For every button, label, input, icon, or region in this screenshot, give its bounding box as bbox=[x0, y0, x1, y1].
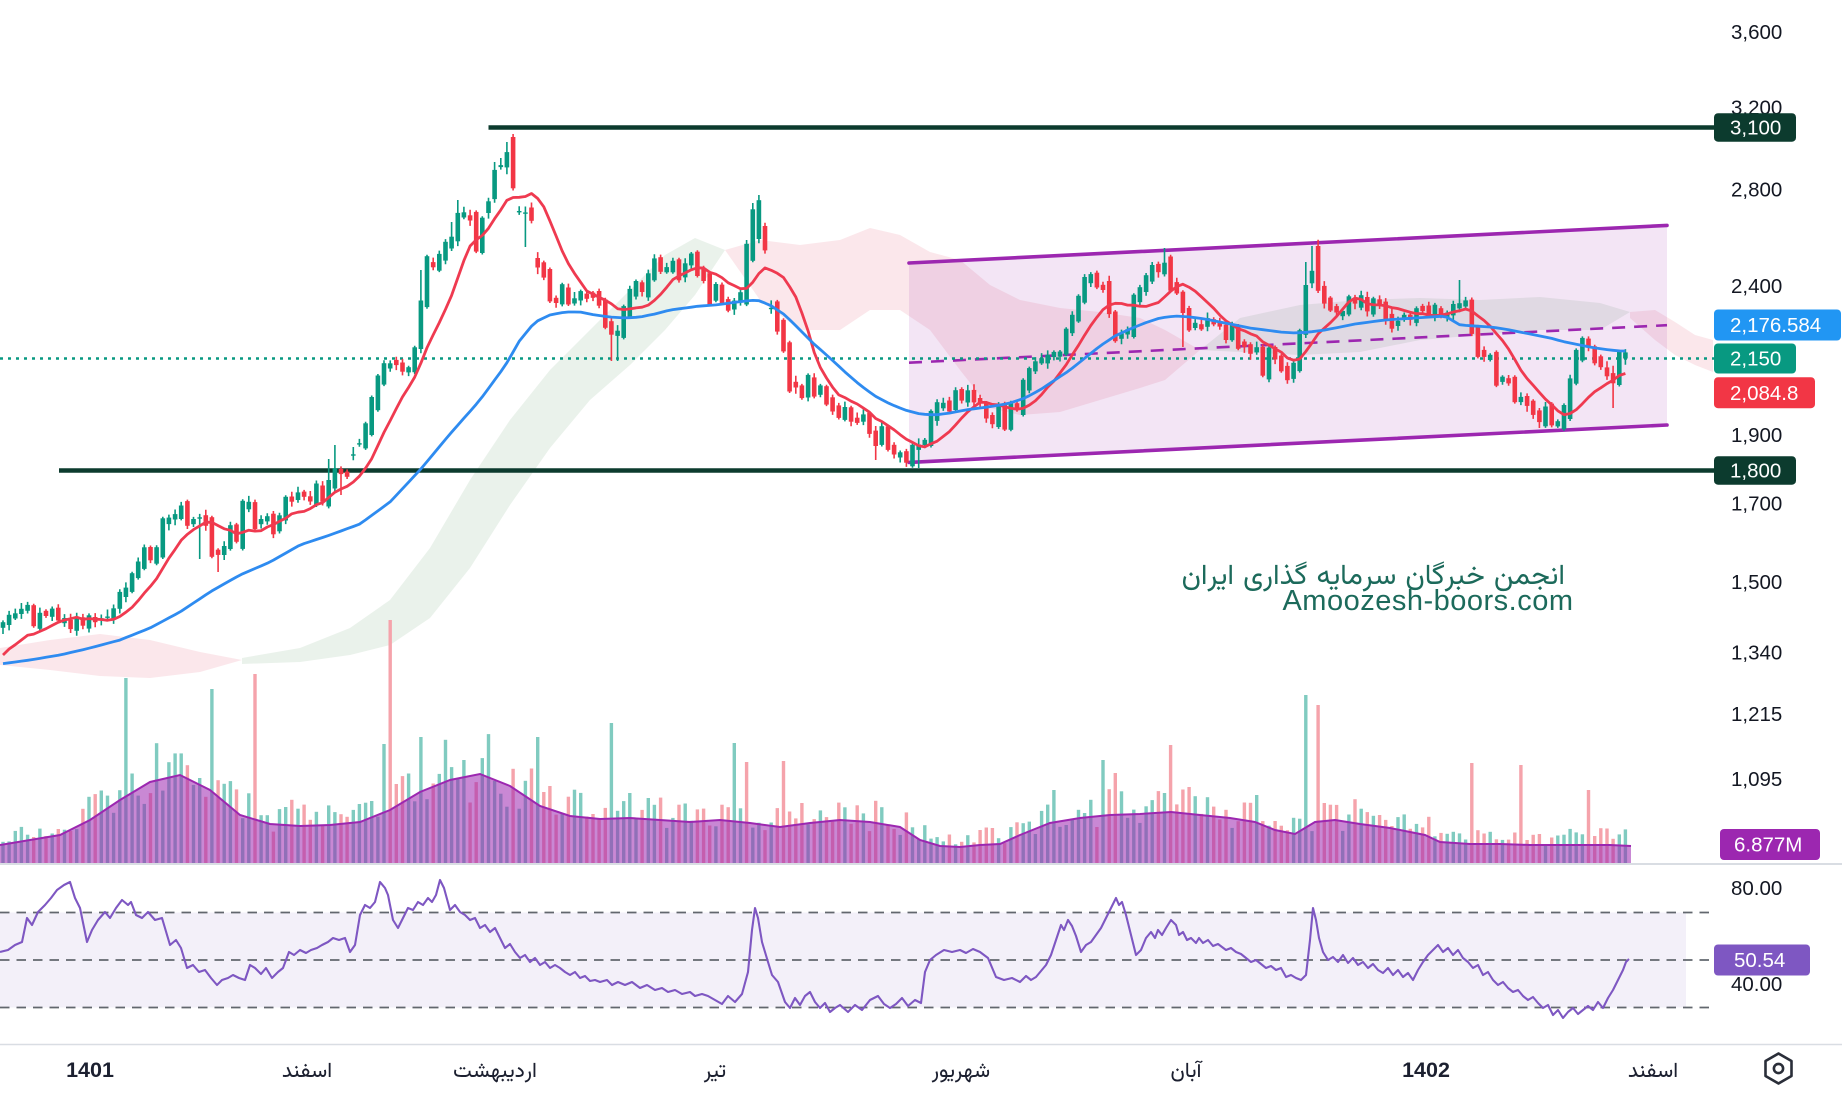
svg-text:1,215: 1,215 bbox=[1731, 703, 1782, 726]
svg-text:6.877M: 6.877M bbox=[1734, 834, 1802, 857]
svg-text:1,095: 1,095 bbox=[1731, 768, 1782, 791]
svg-text:40.00: 40.00 bbox=[1731, 973, 1782, 996]
svg-text:2,400: 2,400 bbox=[1731, 275, 1782, 298]
svg-text:1,700: 1,700 bbox=[1731, 493, 1782, 516]
svg-text:1,500: 1,500 bbox=[1731, 571, 1782, 594]
svg-text:80.00: 80.00 bbox=[1731, 877, 1782, 900]
svg-text:2,150: 2,150 bbox=[1730, 348, 1781, 371]
svg-text:50.54: 50.54 bbox=[1734, 949, 1785, 972]
svg-text:1402: 1402 bbox=[1402, 1058, 1450, 1082]
svg-text:1,800: 1,800 bbox=[1730, 460, 1781, 483]
svg-text:Amoozesh-boors.com: Amoozesh-boors.com bbox=[1282, 585, 1573, 617]
svg-text:1401: 1401 bbox=[66, 1058, 114, 1082]
svg-text:1,340: 1,340 bbox=[1731, 642, 1782, 665]
svg-text:2,084.8: 2,084.8 bbox=[1730, 382, 1798, 405]
svg-text:2,176.584: 2,176.584 bbox=[1730, 314, 1821, 337]
svg-text:1,900: 1,900 bbox=[1731, 424, 1782, 447]
svg-text:3,600: 3,600 bbox=[1731, 21, 1782, 44]
svg-text:2,800: 2,800 bbox=[1731, 178, 1782, 201]
svg-text:3,100: 3,100 bbox=[1730, 117, 1781, 140]
